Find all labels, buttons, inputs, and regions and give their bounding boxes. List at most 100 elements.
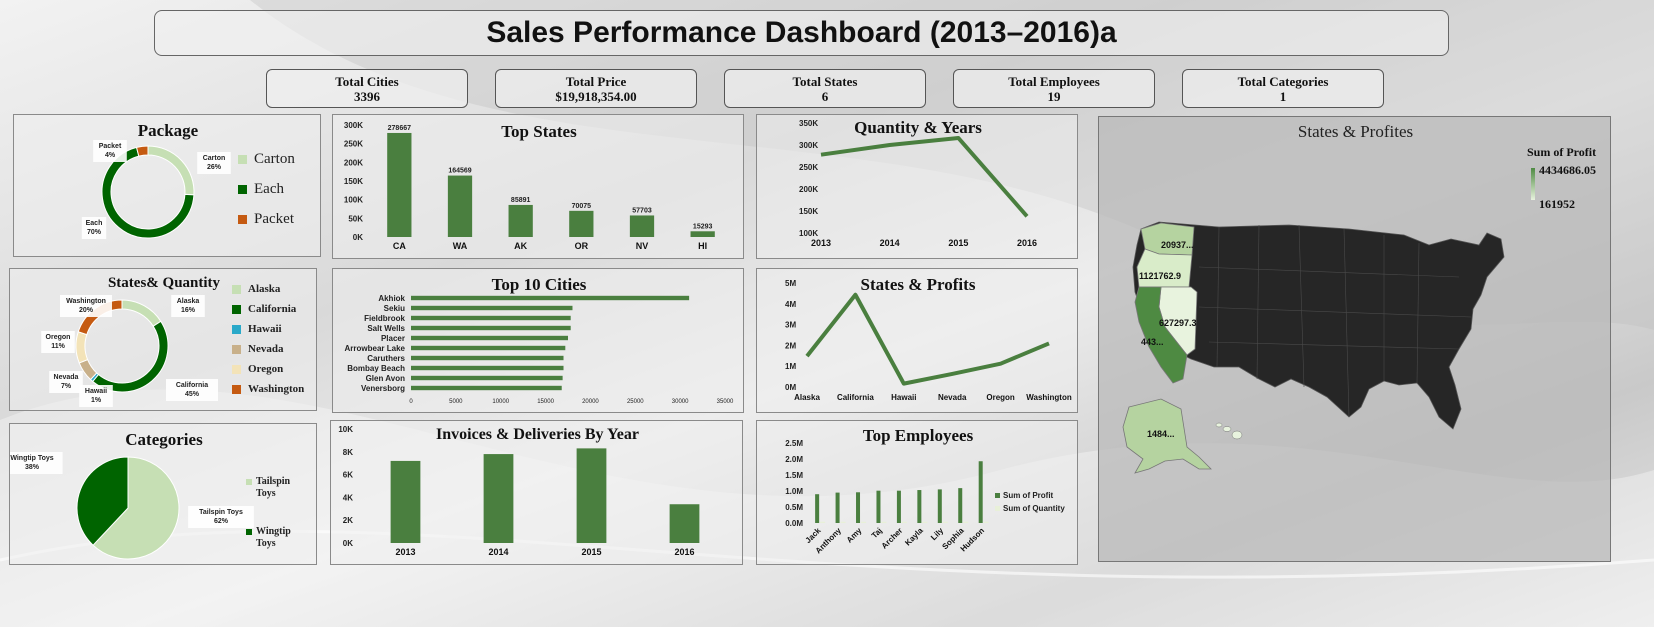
bar-caruthers — [411, 355, 564, 361]
legend-swatch — [995, 506, 1000, 511]
bar-profit-lily — [937, 489, 942, 523]
x-tick-label: 2015 — [948, 238, 968, 248]
data-label: 85891 — [511, 197, 531, 204]
legend-item-washington: Washington — [232, 383, 304, 395]
data-label-box — [93, 140, 127, 162]
bar-hi — [690, 231, 715, 237]
y-tick-label: 0.0M — [785, 519, 803, 528]
y-tick-label: 0K — [353, 233, 363, 242]
dashboard-title: Sales Performance Dashboard (2013–2016)a — [486, 16, 1117, 49]
map-title: States & Profites — [1297, 122, 1414, 141]
states-quantity-legend: Alaska California Hawaii Nevada Oregon W… — [232, 283, 304, 401]
x-tick-label: Archer — [880, 526, 905, 551]
pie-slice-oregon — [75, 331, 89, 364]
data-label-box — [197, 152, 231, 174]
categories-panel: Categories Tailspin Toys 62% Wingtip Toys 3… — [9, 423, 317, 565]
states-profits-panel: States & Profits 0M 1M 2M 3M 4M 5M Alaska Calif… — [756, 268, 1078, 413]
bar-glen-avon — [411, 375, 563, 381]
bar-2016 — [669, 504, 700, 543]
x-tick-label: Nevada — [938, 393, 967, 402]
x-tick-label: CA — [393, 241, 406, 251]
legend-label: Tailspin Toys — [256, 476, 291, 499]
x-tick-label: 2013 — [811, 238, 831, 248]
data-label-box — [79, 385, 113, 407]
package-panel: Package Carton 26% Each 70% Packet 4% Carton … — [13, 114, 321, 257]
bar-bombay-beach — [411, 365, 564, 371]
kpi-label: Total Cities — [335, 74, 399, 89]
legend-swatch — [232, 304, 241, 314]
legend-item-packet: Packet — [238, 211, 295, 228]
kpi-total-states: Total States 6 — [724, 69, 926, 108]
legend-swatch — [238, 185, 247, 194]
y-tick-label: 200K — [799, 185, 818, 194]
data-label: 16% — [181, 307, 196, 314]
bar-quantity-lily — [942, 521, 948, 523]
y-tick-label: 2.5M — [785, 439, 803, 448]
y-tick-label: 100K — [799, 229, 818, 238]
x-tick-label: Alaska — [794, 393, 820, 402]
x-tick-label: Lily — [929, 526, 945, 542]
kpi-total-employees: Total Employees 19 — [953, 69, 1155, 108]
bar-2014 — [483, 454, 514, 543]
legend-swatch — [246, 479, 252, 485]
legend-item-nevada: Nevada — [232, 343, 304, 355]
data-label: 15293 — [693, 223, 713, 230]
top-employees-title: Top Employees — [862, 426, 974, 445]
legend-item-tailspin: Tailspin Toys — [246, 476, 291, 500]
legend-item-carton: Carton — [238, 151, 295, 168]
map-label-oregon: 1121762.9 — [1139, 271, 1182, 281]
bar-2015 — [576, 448, 607, 543]
x-tick-label: 20000 — [582, 399, 599, 405]
y-tick-label: 2K — [343, 516, 353, 525]
x-tick-label: 5000 — [449, 399, 463, 405]
x-tick-label: 35000 — [717, 399, 734, 405]
legend-label: Washington — [248, 383, 305, 395]
x-tick-label: 2015 — [581, 547, 601, 557]
x-tick-label: 2014 — [488, 547, 508, 557]
x-tick-label: Washington — [1026, 393, 1072, 402]
bar-profit-jack — [815, 494, 820, 523]
bar-quantity-amy — [861, 521, 867, 523]
pie-slice-packet — [135, 145, 149, 157]
map-region-california — [1134, 286, 1188, 384]
x-tick-label: Kayla — [903, 526, 925, 548]
x-tick-label: 10000 — [492, 399, 509, 405]
data-label: 70% — [87, 229, 102, 236]
data-label-box — [49, 371, 83, 393]
data-label: Each — [86, 220, 103, 227]
bar-quantity-jack — [820, 521, 826, 523]
y-category-label: Bombay Beach — [347, 364, 405, 373]
data-label: Oregon — [46, 334, 71, 341]
x-tick-label: AK — [514, 241, 527, 251]
bar-profit-taj — [876, 490, 881, 523]
data-label: Tailspin Toys — [199, 509, 243, 516]
x-tick-label: 2013 — [395, 547, 415, 557]
data-label: 1% — [91, 397, 102, 404]
data-label-box — [188, 506, 254, 528]
states-profites-map-panel: States & Profites Sum of Profit 4434686.… — [1098, 116, 1611, 562]
legend-swatch — [246, 529, 252, 535]
y-category-label: Placer — [381, 334, 405, 343]
legend-item-hawaii: Hawaii — [232, 323, 304, 335]
invoices-title: Invoices & Deliveries By Year — [436, 426, 639, 443]
y-tick-label: 50K — [348, 214, 363, 223]
bar-quantity-hudson — [983, 521, 989, 523]
legend-label: Alaska — [248, 283, 281, 295]
y-tick-label: 10K — [338, 425, 353, 434]
bar-arrowbear-lake — [411, 345, 566, 351]
quantity-years-line-chart: 100K 150K 200K 250K 300K 350K 2013 2014 2015 2016 — [799, 119, 1037, 248]
data-label-box — [171, 295, 205, 317]
legend-item-wingtip: Wingtip Toys — [246, 526, 291, 550]
map-label-california: 443... — [1141, 337, 1164, 347]
map-label-nevada: 627297.3 — [1159, 318, 1197, 328]
legend-swatch — [238, 215, 247, 224]
series-line — [805, 292, 1050, 386]
map-state-borders — [1198, 224, 1472, 418]
bar-quantity-kayla — [922, 521, 928, 523]
bar-or — [569, 210, 594, 237]
data-label-box — [10, 452, 63, 474]
bar-profit-sophia — [958, 488, 963, 523]
legend-swatch — [232, 364, 241, 374]
x-tick-label: Oregon — [986, 393, 1015, 402]
